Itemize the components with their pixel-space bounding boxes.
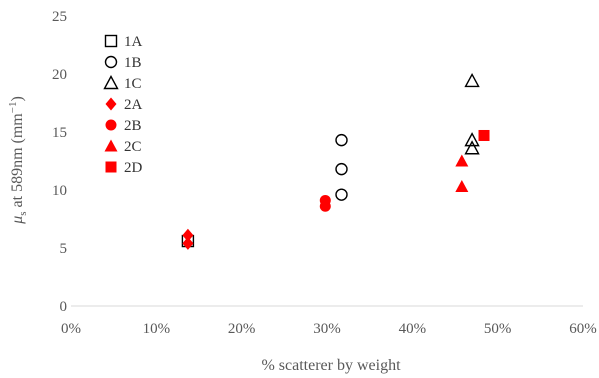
point-1c — [464, 132, 480, 147]
legend-marker-2b — [105, 119, 117, 131]
point-2a — [182, 236, 194, 250]
y-axis-title-symbol: μ — [9, 216, 26, 225]
y-tick-label: 25 — [52, 9, 67, 25]
legend-label-1b: 1B — [124, 55, 142, 71]
point-2d — [478, 129, 490, 141]
point-1b — [335, 162, 348, 176]
x-tick-label: 20% — [228, 321, 256, 337]
legend-label-2a: 2A — [124, 97, 143, 113]
point-1b — [335, 133, 348, 147]
y-axis-title-subscript: s — [17, 211, 29, 215]
legend-marker-1a — [104, 34, 118, 48]
y-axis-title: μs at 589nm (mm−1) — [7, 96, 29, 225]
point-2a — [182, 228, 194, 242]
y-tick-label: 0 — [60, 299, 68, 315]
legend-label-2b: 2B — [124, 118, 142, 134]
y-axis-title-text: at 589nm (mm — [9, 113, 26, 212]
point-2c — [455, 180, 469, 193]
legend-marker-1c — [103, 75, 119, 90]
x-tick-label: 40% — [399, 321, 427, 337]
x-tick-label: 30% — [313, 321, 341, 337]
legend-marker-1b — [104, 55, 118, 69]
legend: 1A 1B 1C 2A 2B 2C 2D — [103, 34, 143, 176]
x-axis-title: % scatterer by weight — [261, 357, 401, 374]
point-1c — [464, 72, 480, 88]
point-1c — [464, 140, 480, 155]
legend-label-2c: 2C — [124, 139, 142, 155]
x-tick-label: 60% — [569, 321, 597, 337]
legend-marker-2c — [104, 139, 118, 152]
legend-marker-2d — [105, 161, 117, 173]
point-2c — [455, 154, 469, 167]
data-points — [181, 72, 490, 250]
y-tick-label: 10 — [52, 183, 67, 199]
point-1b — [335, 188, 348, 201]
legend-label-2d: 2D — [124, 160, 143, 176]
x-tick-label: 0% — [61, 321, 81, 337]
y-axis-title-close: ) — [9, 96, 26, 101]
y-tick-label: 20 — [52, 67, 67, 83]
x-tick-label: 50% — [484, 321, 512, 337]
point-2b — [319, 200, 331, 212]
y-tick-label: 15 — [52, 125, 67, 141]
y-tick-label: 5 — [60, 241, 68, 257]
y-axis-title-superscript: −1 — [7, 102, 19, 114]
legend-label-1a: 1A — [124, 34, 143, 50]
y-axis-ticks: 0 5 10 15 20 25 — [52, 9, 67, 315]
x-tick-label: 10% — [143, 321, 171, 337]
x-axis-ticks: 0% 10% 20% 30% 40% 50% 60% — [61, 321, 597, 337]
legend-label-1c: 1C — [124, 76, 142, 92]
legend-marker-2a — [105, 97, 117, 111]
